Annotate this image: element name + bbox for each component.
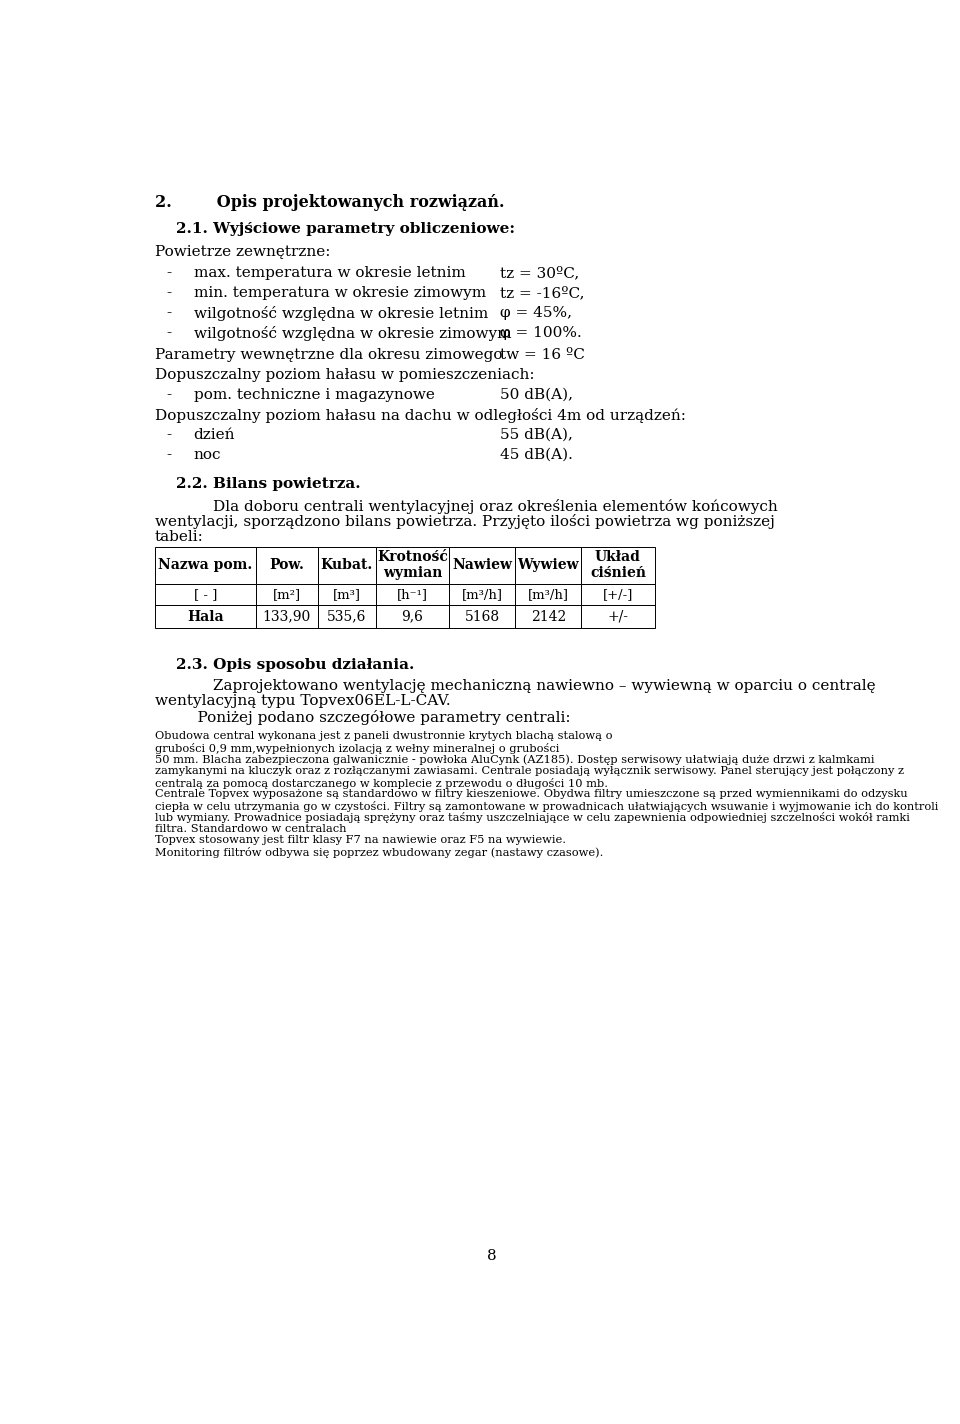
Text: noc: noc: [194, 449, 221, 461]
Bar: [318, 605, 375, 628]
Text: [m³/h]: [m³/h]: [462, 588, 503, 601]
Bar: [255, 547, 318, 584]
Text: centralą za pomocą dostarczanego w komplecie z przewodu o długości 10 mb.: centralą za pomocą dostarczanego w kompl…: [155, 778, 608, 789]
Bar: [581, 584, 655, 605]
Bar: [155, 605, 255, 628]
Text: -: -: [166, 306, 172, 320]
Bar: [318, 547, 375, 584]
Text: 133,90: 133,90: [262, 609, 311, 624]
Text: 2.3. Opis sposobu działania.: 2.3. Opis sposobu działania.: [155, 658, 415, 672]
Bar: [255, 584, 318, 605]
Text: Poniżej podano szczegółowe parametry centrali:: Poniżej podano szczegółowe parametry cen…: [179, 711, 571, 725]
Text: 9,6: 9,6: [401, 609, 423, 624]
Text: -: -: [166, 429, 172, 441]
Text: tw = 16 ºC: tw = 16 ºC: [500, 347, 585, 362]
Text: [m³/h]: [m³/h]: [528, 588, 568, 601]
Text: Krotność
wymian: Krotność wymian: [377, 550, 448, 580]
Text: wentylacji, sporządzono bilans powietrza. Przyjęto ilości powietrza wg poniższej: wentylacji, sporządzono bilans powietrza…: [155, 514, 775, 530]
Text: [m³]: [m³]: [333, 588, 361, 601]
Text: -: -: [166, 449, 172, 461]
Bar: [155, 584, 255, 605]
Text: wilgotność względna w okresie letnim: wilgotność względna w okresie letnim: [194, 306, 488, 322]
Text: 5168: 5168: [465, 609, 500, 624]
Text: 50 dB(A),: 50 dB(A),: [500, 387, 573, 402]
Text: Dopuszczalny poziom hałasu w pomieszczeniach:: Dopuszczalny poziom hałasu w pomieszczen…: [155, 367, 535, 382]
Text: Wywiew: Wywiew: [517, 558, 579, 572]
Text: [h⁻¹]: [h⁻¹]: [397, 588, 428, 601]
Text: 2142: 2142: [531, 609, 565, 624]
Text: ciepła w celu utrzymania go w czystości. Filtry są zamontowane w prowadnicach uł: ciepła w celu utrzymania go w czystości.…: [155, 800, 938, 812]
Text: Powietrze zewnętrzne:: Powietrze zewnętrzne:: [155, 245, 330, 259]
Text: 45 dB(A).: 45 dB(A).: [500, 449, 572, 461]
Bar: [581, 547, 655, 584]
Text: Centrale Topvex wyposażone są standardowo w filtry kieszeniowe. Obydwa filtry um: Centrale Topvex wyposażone są standardow…: [155, 789, 907, 799]
Text: max. temperatura w okresie letnim: max. temperatura w okresie letnim: [194, 266, 466, 281]
Text: -: -: [166, 266, 172, 281]
Text: Dopuszczalny poziom hałasu na dachu w odległości 4m od urządzeń:: Dopuszczalny poziom hałasu na dachu w od…: [155, 409, 685, 423]
Text: dzień: dzień: [194, 429, 235, 441]
Text: wilgotność względna w okresie zimowym: wilgotność względna w okresie zimowym: [194, 326, 511, 342]
Text: Kubat.: Kubat.: [321, 558, 372, 572]
Text: tz = 30ºC,: tz = 30ºC,: [500, 266, 579, 281]
Text: [m²]: [m²]: [273, 588, 300, 601]
Text: Topvex stosowany jest filtr klasy F7 na nawiewie oraz F5 na wywiewie.: Topvex stosowany jest filtr klasy F7 na …: [155, 836, 565, 846]
Text: grubości 0,9 mm,wypełnionych izolacją z wełny mineralnej o grubości: grubości 0,9 mm,wypełnionych izolacją z …: [155, 743, 560, 753]
Text: 2.2. Bilans powietrza.: 2.2. Bilans powietrza.: [155, 477, 361, 491]
Text: Pow.: Pow.: [269, 558, 304, 572]
Text: 2.        Opis projektowanych rozwiązań.: 2. Opis projektowanych rozwiązań.: [155, 194, 504, 211]
Bar: [255, 605, 318, 628]
Bar: [155, 547, 255, 584]
Text: tabeli:: tabeli:: [155, 530, 204, 544]
Bar: [516, 605, 581, 628]
Text: Dla doboru centrali wentylacyjnej oraz określenia elementów końcowych: Dla doboru centrali wentylacyjnej oraz o…: [213, 498, 778, 514]
Bar: [449, 547, 516, 584]
Text: Parametry wewnętrzne dla okresu zimowego: Parametry wewnętrzne dla okresu zimowego: [155, 347, 502, 362]
Text: -: -: [166, 387, 172, 402]
Text: 50 mm. Blacha zabezpieczona galwanicznie - powłoka AluCynk (AZ185). Dostęp serwi: 50 mm. Blacha zabezpieczona galwanicznie…: [155, 755, 875, 765]
Text: Hala: Hala: [187, 609, 224, 624]
Text: [ - ]: [ - ]: [194, 588, 217, 601]
Text: [+/-]: [+/-]: [603, 588, 634, 601]
Text: 55 dB(A),: 55 dB(A),: [500, 429, 572, 441]
Text: φ = 100%.: φ = 100%.: [500, 326, 582, 340]
Text: Obudowa central wykonana jest z paneli dwustronnie krytych blachą stalową o: Obudowa central wykonana jest z paneli d…: [155, 732, 612, 742]
Bar: [516, 584, 581, 605]
Text: Zaprojektowano wentylację mechaniczną nawiewno – wywiewną w oparciu o centralę: Zaprojektowano wentylację mechaniczną na…: [213, 679, 876, 693]
Text: tz = -16ºC,: tz = -16ºC,: [500, 286, 585, 300]
Text: Nawiew: Nawiew: [452, 558, 513, 572]
Bar: [449, 584, 516, 605]
Bar: [581, 605, 655, 628]
Text: +/-: +/-: [608, 609, 629, 624]
Text: 8: 8: [487, 1249, 497, 1263]
Text: Nazwa pom.: Nazwa pom.: [158, 558, 252, 572]
Text: 535,6: 535,6: [327, 609, 367, 624]
Text: φ = 45%,: φ = 45%,: [500, 306, 572, 320]
Text: 2.1. Wyjściowe parametry obliczeniowe:: 2.1. Wyjściowe parametry obliczeniowe:: [155, 222, 515, 236]
Bar: [318, 584, 375, 605]
Text: wentylacyjną typu Topvex06EL-L-CAV.: wentylacyjną typu Topvex06EL-L-CAV.: [155, 695, 450, 709]
Bar: [449, 605, 516, 628]
Text: min. temperatura w okresie zimowym: min. temperatura w okresie zimowym: [194, 286, 486, 300]
Text: Układ
ciśnień: Układ ciśnień: [590, 550, 646, 580]
Text: lub wymiany. Prowadnice posiadają sprężyny oraz taśmy uszczelniające w celu zape: lub wymiany. Prowadnice posiadają spręży…: [155, 812, 910, 823]
Bar: [516, 547, 581, 584]
Text: zamykanymi na kluczyk oraz z rozłączanymi zawiasami. Centrale posiadają wyłączni: zamykanymi na kluczyk oraz z rozłączanym…: [155, 766, 904, 776]
Text: -: -: [166, 286, 172, 300]
Text: pom. techniczne i magazynowe: pom. techniczne i magazynowe: [194, 387, 435, 402]
Text: filtra. Standardowo w centralach: filtra. Standardowo w centralach: [155, 824, 347, 834]
Bar: [375, 605, 449, 628]
Bar: [375, 547, 449, 584]
Text: Monitoring filtrów odbywa się poprzez wbudowany zegar (nastawy czasowe).: Monitoring filtrów odbywa się poprzez wb…: [155, 847, 603, 857]
Bar: [375, 584, 449, 605]
Text: -: -: [166, 326, 172, 340]
